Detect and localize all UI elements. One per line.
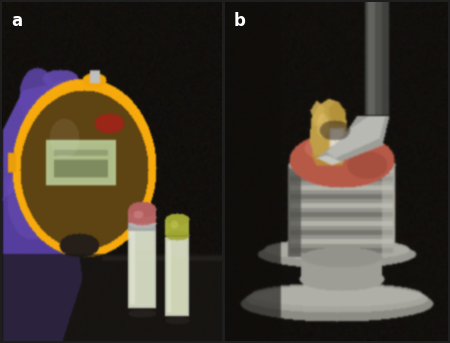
Text: a: a bbox=[11, 12, 22, 30]
Text: b: b bbox=[234, 12, 246, 30]
